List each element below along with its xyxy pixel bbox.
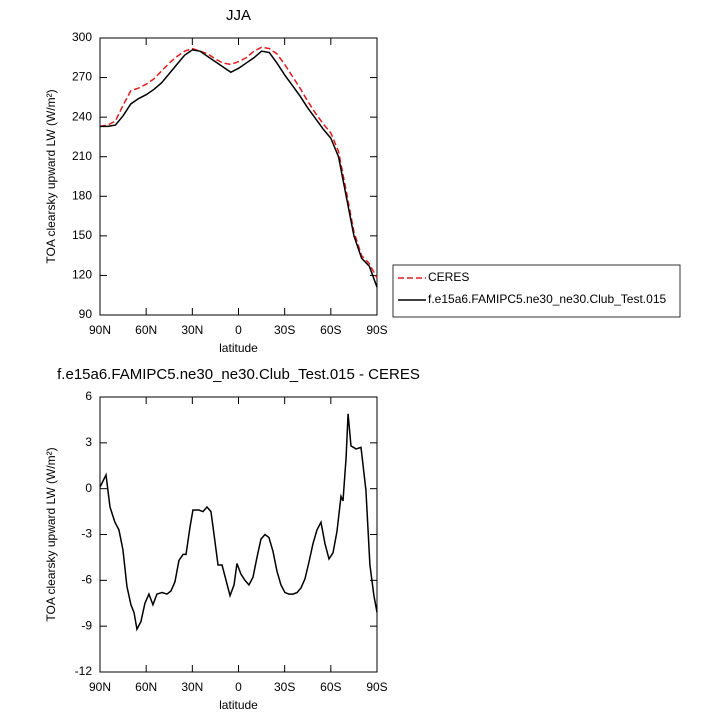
y-axis-label: TOA clearsky upward LW (W/m²) (44, 447, 58, 621)
legend-box (392, 264, 681, 318)
y-tick-label: 270 (72, 70, 92, 84)
legend-label: f.e15a6.FAMIPC5.ne30_ne30.Club_Test.015 (428, 292, 666, 306)
y-tick-label: 240 (72, 109, 92, 123)
x-tick-label: 30S (274, 680, 295, 694)
y-tick-label: 120 (72, 268, 92, 282)
x-tick-label: 0 (235, 323, 242, 337)
data-line (99, 413, 378, 632)
legend-label: CERES (428, 270, 469, 284)
y-axis-label: TOA clearsky upward LW (W/m²) (44, 89, 58, 263)
x-tick-label: 30N (181, 323, 203, 337)
y-tick-label: 210 (72, 149, 92, 163)
x-tick-label: 90S (366, 323, 387, 337)
x-axis-label: latitude (219, 341, 258, 355)
plot-frame (99, 396, 378, 673)
y-tick-label: 3 (85, 435, 92, 449)
data-line (99, 46, 378, 279)
x-axis-label: latitude (219, 698, 258, 712)
x-tick-label: 90N (89, 323, 111, 337)
data-line (100, 49, 378, 288)
x-tick-label: 0 (235, 680, 242, 694)
x-tick-label: 90S (366, 680, 387, 694)
chart-title: f.e15a6.FAMIPC5.ne30_ne30.Club_Test.015 … (57, 366, 420, 383)
y-tick-label: -6 (81, 573, 92, 587)
x-tick-label: 60S (320, 323, 341, 337)
x-tick-label: 60N (135, 323, 157, 337)
y-tick-label: 300 (72, 30, 92, 44)
y-tick-label: 150 (72, 228, 92, 242)
y-tick-label: 0 (85, 481, 92, 495)
x-tick-label: 30S (274, 323, 295, 337)
y-tick-label: 6 (85, 389, 92, 403)
x-tick-label: 60N (135, 680, 157, 694)
y-tick-label: -12 (75, 664, 93, 678)
y-tick-label: -9 (81, 618, 92, 632)
y-tick-label: 180 (72, 188, 92, 202)
chart-title: JJA (226, 7, 251, 24)
x-tick-label: 30N (181, 680, 203, 694)
x-tick-label: 60S (320, 680, 341, 694)
plot-frame (99, 37, 378, 316)
y-tick-label: 90 (79, 307, 93, 321)
x-tick-label: 90N (89, 680, 111, 694)
y-tick-label: -3 (81, 527, 92, 541)
